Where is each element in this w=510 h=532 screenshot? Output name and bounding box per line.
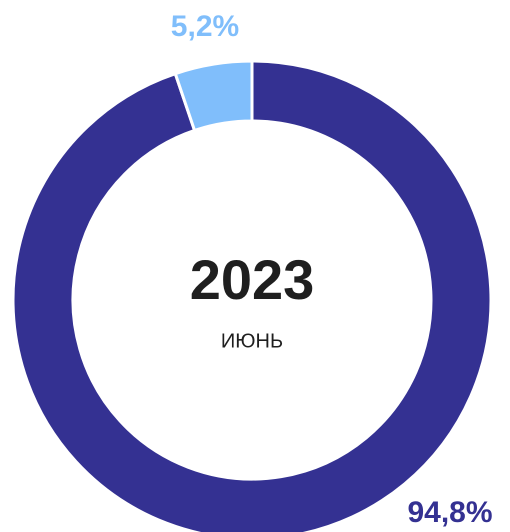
value-label: 94,8% (407, 496, 492, 529)
donut-segment (173, 59, 254, 133)
value-label: 5,2% (171, 10, 239, 43)
center-subtitle: ИЮНЬ (221, 330, 283, 352)
donut-segment (11, 59, 493, 532)
center-title: 2023 (190, 248, 315, 311)
